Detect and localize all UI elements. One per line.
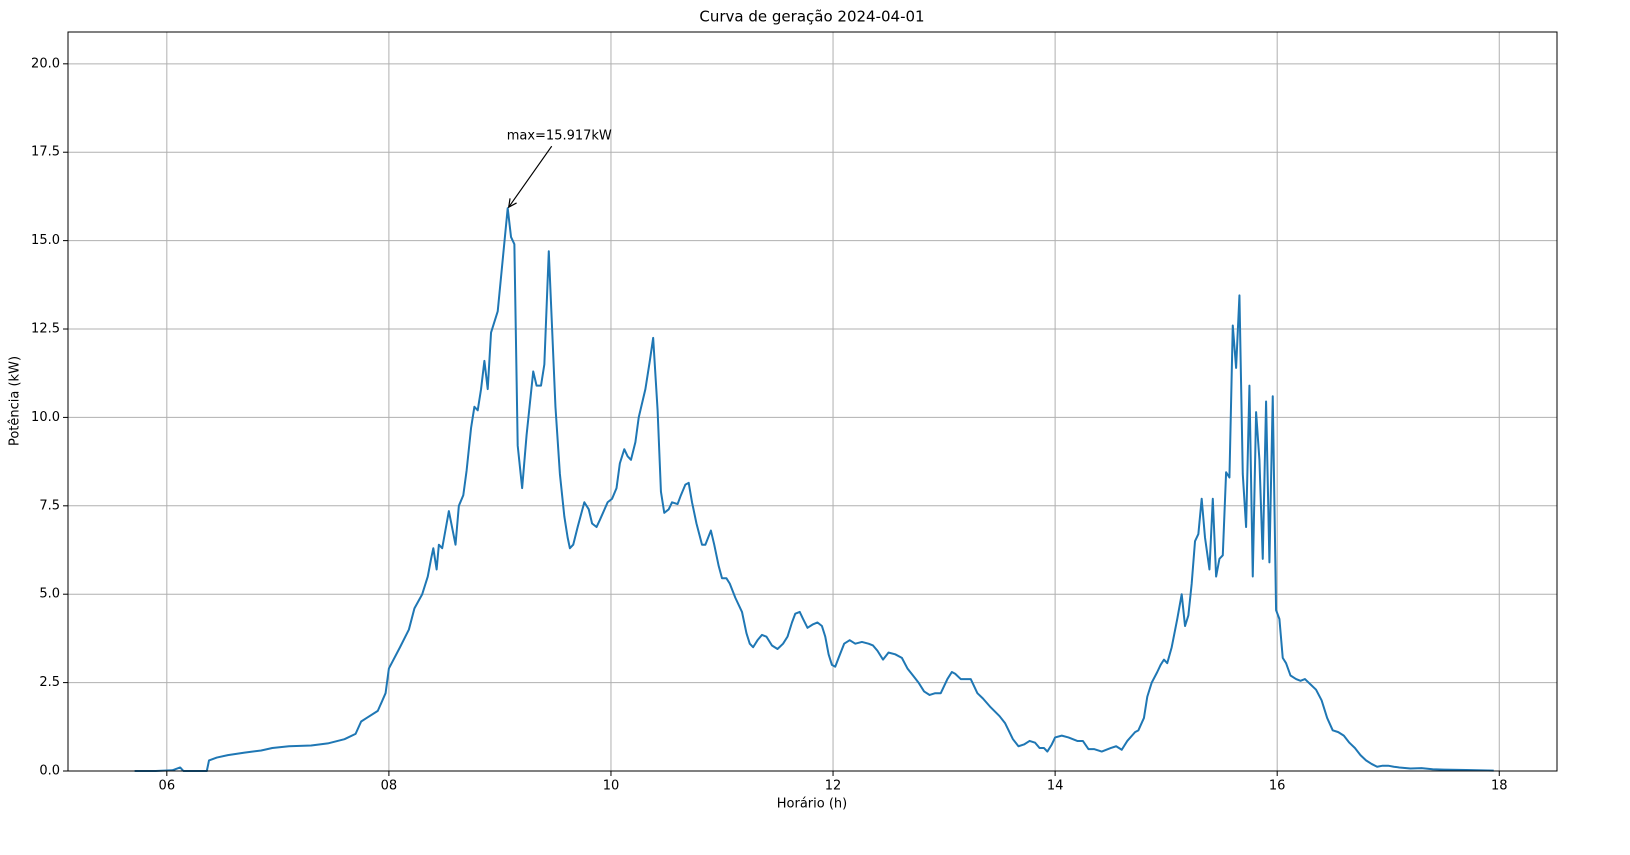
line-series: [134, 207, 1494, 772]
x-tick-label: 18: [1491, 779, 1508, 794]
x-tick-label: 12: [825, 779, 842, 794]
y-tick-label: 0.0: [39, 764, 60, 779]
annotation-text: max=15.917kW: [507, 129, 612, 144]
y-tick-label: 2.5: [39, 675, 60, 690]
x-axis-label: Horário (h): [777, 797, 847, 812]
plot-frame: [67, 31, 1558, 772]
x-tick-label: 16: [1269, 779, 1286, 794]
x-tick-label: 06: [159, 779, 176, 794]
y-tick-label: 5.0: [39, 587, 60, 602]
y-tick-label: 7.5: [39, 498, 60, 513]
annotation-arrow: [509, 145, 553, 207]
y-tick-label: 15.0: [31, 233, 60, 248]
x-tick-label: 08: [381, 779, 398, 794]
x-tick-label: 14: [1047, 779, 1064, 794]
y-tick-label: 17.5: [31, 145, 60, 160]
y-axis-label: Potência (kW): [8, 356, 23, 446]
y-tick-label: 20.0: [31, 56, 60, 71]
x-tick-label: 10: [603, 779, 620, 794]
y-tick-label: 10.0: [31, 410, 60, 425]
y-tick-label: 12.5: [31, 322, 60, 337]
chart-title: Curva de geração 2024-04-01: [699, 8, 924, 26]
